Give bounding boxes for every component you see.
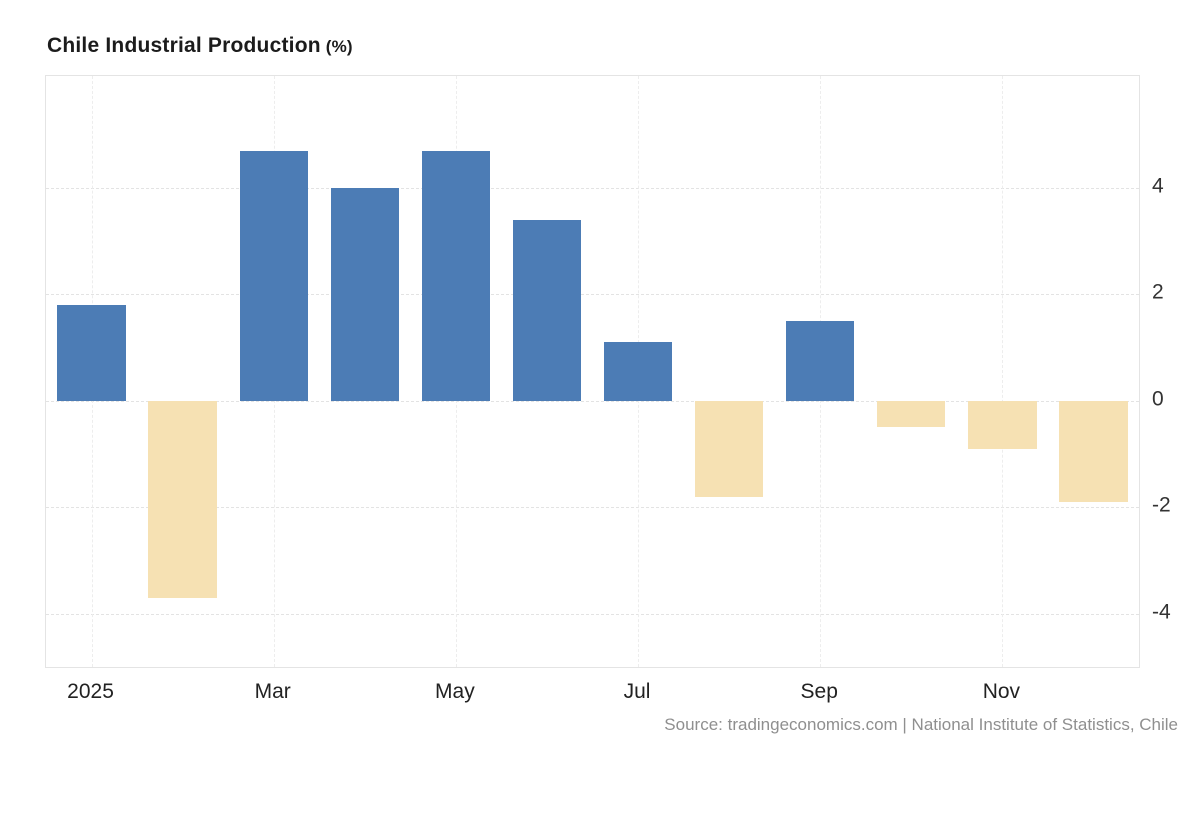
source-note: Source: tradingeconomics.com | National … — [664, 715, 1178, 734]
h-gridline-4 — [46, 187, 1139, 189]
y-tick-label-2: 2 — [1152, 280, 1164, 304]
h-gridline-0 — [46, 400, 1139, 402]
bar-dec[interactable] — [1059, 400, 1128, 502]
x-tick-label-may: May — [435, 680, 475, 703]
y-tick-label--2: -2 — [1152, 493, 1171, 517]
x-tick-label-jul: Jul — [623, 680, 651, 703]
h-gridline--2 — [46, 507, 1139, 509]
bar-sep[interactable] — [786, 320, 855, 401]
bar-jul[interactable] — [603, 342, 673, 401]
y-tick-label-0: 0 — [1152, 387, 1164, 411]
bar-mar[interactable] — [239, 150, 308, 401]
x-tick-label-mar: Mar — [254, 680, 291, 703]
bar-aug[interactable] — [694, 400, 764, 497]
chart-title: Chile Industrial Production (%) — [47, 34, 353, 58]
bar-nov[interactable] — [968, 400, 1037, 449]
bar-may[interactable] — [421, 150, 491, 401]
bar-jan[interactable] — [57, 304, 126, 401]
h-gridline-2 — [46, 294, 1139, 296]
h-gridline--4 — [46, 613, 1139, 615]
v-gridline-nov — [1002, 76, 1004, 667]
y-tick-label--4: -4 — [1152, 600, 1171, 624]
bar-jun[interactable] — [512, 219, 582, 401]
plot-area — [45, 75, 1140, 668]
chart-title-text: Chile Industrial Production — [47, 34, 321, 57]
y-tick-label-4: 4 — [1152, 174, 1164, 198]
x-tick-label-sep: Sep — [800, 680, 838, 703]
x-tick-label-2025: 2025 — [67, 680, 114, 703]
x-tick-label-nov: Nov — [982, 680, 1021, 703]
bar-apr[interactable] — [330, 187, 399, 401]
bar-feb[interactable] — [148, 400, 217, 598]
chart-title-unit: (%) — [325, 37, 353, 56]
bar-oct[interactable] — [877, 400, 946, 428]
